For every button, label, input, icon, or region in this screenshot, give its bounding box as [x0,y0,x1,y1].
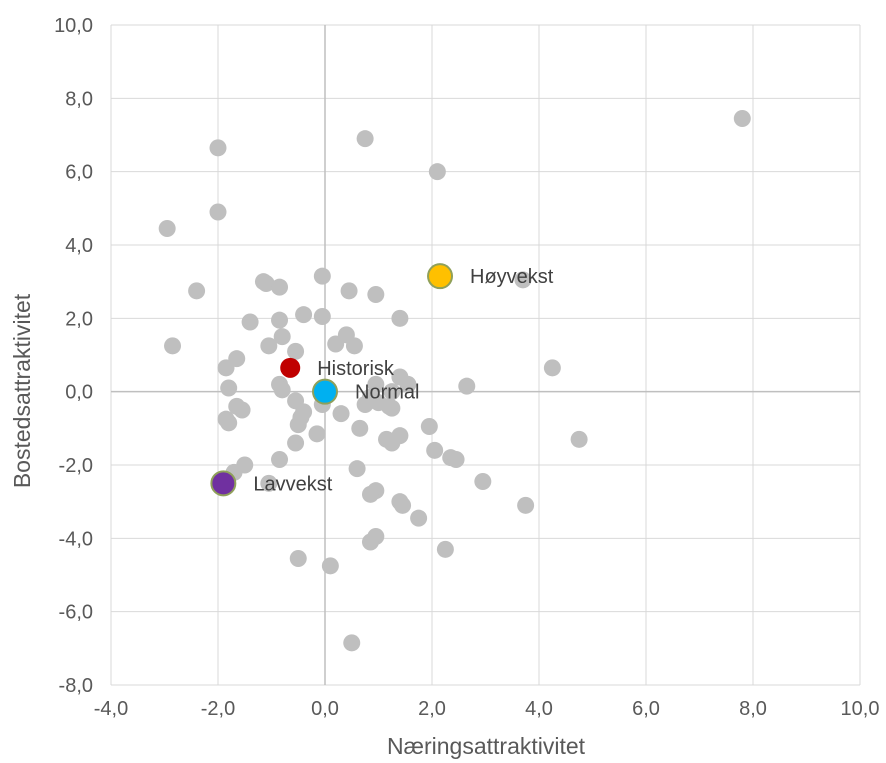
y-tick-label: 0,0 [65,382,93,404]
data-point [289,416,307,434]
data-point [313,308,331,325]
data-point [436,540,454,558]
x-tick-label: 2,0 [418,698,446,720]
y-tick-label: -8,0 [59,675,93,697]
data-point [241,313,259,331]
point-label-høyvekst: Høyvekst [470,266,554,288]
y-tick-labels: -8,0 -6,0 -4,0 -2,0 0,0 2,0 4,0 6,0 8,0 10,0 [54,15,93,697]
highlight-point-lavvekst [210,470,237,497]
data-point [733,110,751,127]
x-tick-label: 0,0 [311,698,339,720]
x-tick-label: 4,0 [525,698,553,720]
data-point [287,342,305,360]
data-point [271,278,289,296]
x-tick-label: -2,0 [201,698,235,720]
x-tick-labels: -4,0 -2,0 0,0 2,0 4,0 6,0 8,0 10,0 [94,698,880,720]
y-tick-label: 4,0 [65,235,93,257]
data-point [514,271,532,289]
data-point [391,309,409,327]
data-point [260,337,278,355]
y-tick-label: 10,0 [54,15,93,37]
data-point [287,434,305,452]
y-tick-label: -6,0 [59,602,93,624]
data-point [410,509,428,527]
x-tick-label: 6,0 [632,698,660,720]
data-point [356,396,374,413]
data-point [332,405,350,423]
highlight-points [210,263,454,497]
data-point [394,496,412,514]
data-point [220,379,238,397]
data-point [271,451,289,468]
data-point [420,418,438,435]
x-tick-label: 8,0 [739,698,767,720]
data-point [345,337,363,355]
highlight-point-historisk [280,357,301,378]
y-tick-label: 6,0 [65,162,93,184]
data-point [361,533,379,551]
y-tick-label: 8,0 [65,88,93,110]
data-point [343,634,361,652]
data-point [367,286,385,303]
data-point [383,383,401,401]
data-point [361,485,379,503]
data-point [348,460,366,478]
data-point [356,130,374,148]
data-point [209,203,227,221]
highlight-point-høyvekst [427,263,454,290]
data-point [543,359,561,377]
data-point [383,399,401,417]
data-point [220,414,238,432]
data-point [399,375,417,393]
data-point [188,282,206,300]
data-point [273,328,291,346]
x-axis-title: Næringsattraktivitet [387,733,586,759]
data-point [517,496,535,514]
y-axis-title: Bostedsattraktivitet [9,293,35,488]
data-point [327,335,345,353]
data-point [367,375,385,393]
data-point [447,451,465,468]
data-point [340,282,358,300]
data-point [321,557,339,575]
data-points [158,110,751,652]
x-tick-label: -4,0 [94,698,128,720]
data-point [313,267,331,285]
data-point [295,306,313,324]
data-point [351,419,369,437]
data-point [308,425,326,443]
data-point [570,430,588,448]
point-label-normal: Normal [355,382,419,404]
point-label-historisk: Historisk [317,358,395,380]
x-tick-label: 10,0 [841,698,880,720]
point-label-lavvekst: Lavvekst [253,473,332,495]
data-point [257,275,275,292]
data-point [458,377,476,395]
data-point [209,139,227,157]
data-point [233,401,251,419]
y-tick-label: -2,0 [59,455,93,477]
data-point [158,220,176,237]
data-point [217,359,235,377]
data-point [273,381,291,399]
data-point [474,473,492,490]
y-tick-label: -4,0 [59,528,93,550]
data-point [164,337,182,355]
data-point [383,434,401,452]
data-point [271,311,289,329]
data-point [289,550,307,567]
highlight-point-normal [312,378,338,405]
data-point [426,441,444,459]
data-point [260,474,278,492]
y-tick-label: 2,0 [65,308,93,330]
data-point [428,163,446,181]
